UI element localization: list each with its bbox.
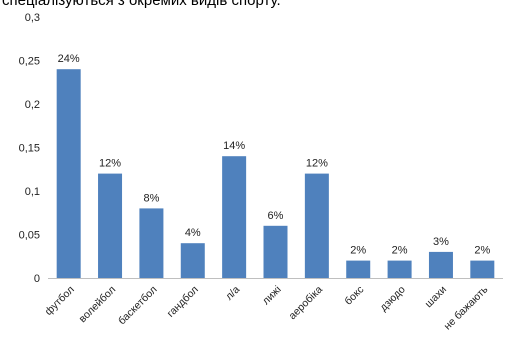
- data-label: 3%: [433, 236, 449, 248]
- y-tick-label: 0,3: [25, 12, 40, 24]
- chart-title: спеціалізуються з окремих видів спорту.: [2, 0, 281, 9]
- x-tick-label: гандбол: [165, 284, 201, 320]
- y-tick-label: 0: [34, 273, 40, 285]
- data-label: 2%: [392, 245, 408, 257]
- x-tick-label: бокс: [342, 284, 366, 308]
- data-label: 12%: [306, 158, 328, 170]
- data-label: 2%: [350, 245, 366, 257]
- bar: [139, 208, 164, 278]
- x-tick-label: аеробіка: [287, 284, 326, 323]
- y-tick-label: 0,05: [19, 230, 40, 242]
- x-tick-label: дзюдо: [378, 284, 408, 314]
- bar: [470, 260, 495, 278]
- data-label: 8%: [143, 192, 159, 204]
- bar: [56, 69, 81, 278]
- data-labels: 24% 12% 8% 4% 14% 6% 12% 2% 2% 3% 2%: [58, 53, 491, 256]
- bars: [56, 69, 495, 278]
- y-tick-label: 0,15: [19, 143, 40, 155]
- y-tick-label: 0,25: [19, 56, 40, 68]
- data-label: 12%: [99, 158, 121, 170]
- bar: [304, 173, 329, 278]
- data-label: 2%: [474, 245, 490, 257]
- bar: [346, 260, 371, 278]
- x-tick-label: волейбол: [77, 284, 118, 325]
- bar: [180, 243, 205, 278]
- x-tick-label: баскетбол: [116, 284, 160, 328]
- x-tick-label: не бажають: [442, 283, 491, 332]
- bar: [98, 173, 123, 278]
- bar: [263, 225, 288, 278]
- bar: [428, 251, 453, 278]
- x-tick-label: л/а: [223, 284, 242, 303]
- data-label: 4%: [185, 227, 201, 239]
- data-label: 24%: [58, 53, 80, 65]
- data-label: 6%: [268, 210, 284, 222]
- y-axis: 0 0,05 0,1 0,15 0,2 0,25 0,3: [19, 12, 40, 285]
- x-tick-label: шахи: [423, 284, 450, 311]
- data-label: 14%: [223, 140, 245, 152]
- y-tick-label: 0,2: [25, 99, 40, 111]
- x-tick-label: футбол: [43, 284, 77, 318]
- x-tick-label: лижі: [260, 284, 284, 308]
- y-tick-label: 0,1: [25, 186, 40, 198]
- bar: [222, 156, 247, 278]
- bar: [387, 260, 412, 278]
